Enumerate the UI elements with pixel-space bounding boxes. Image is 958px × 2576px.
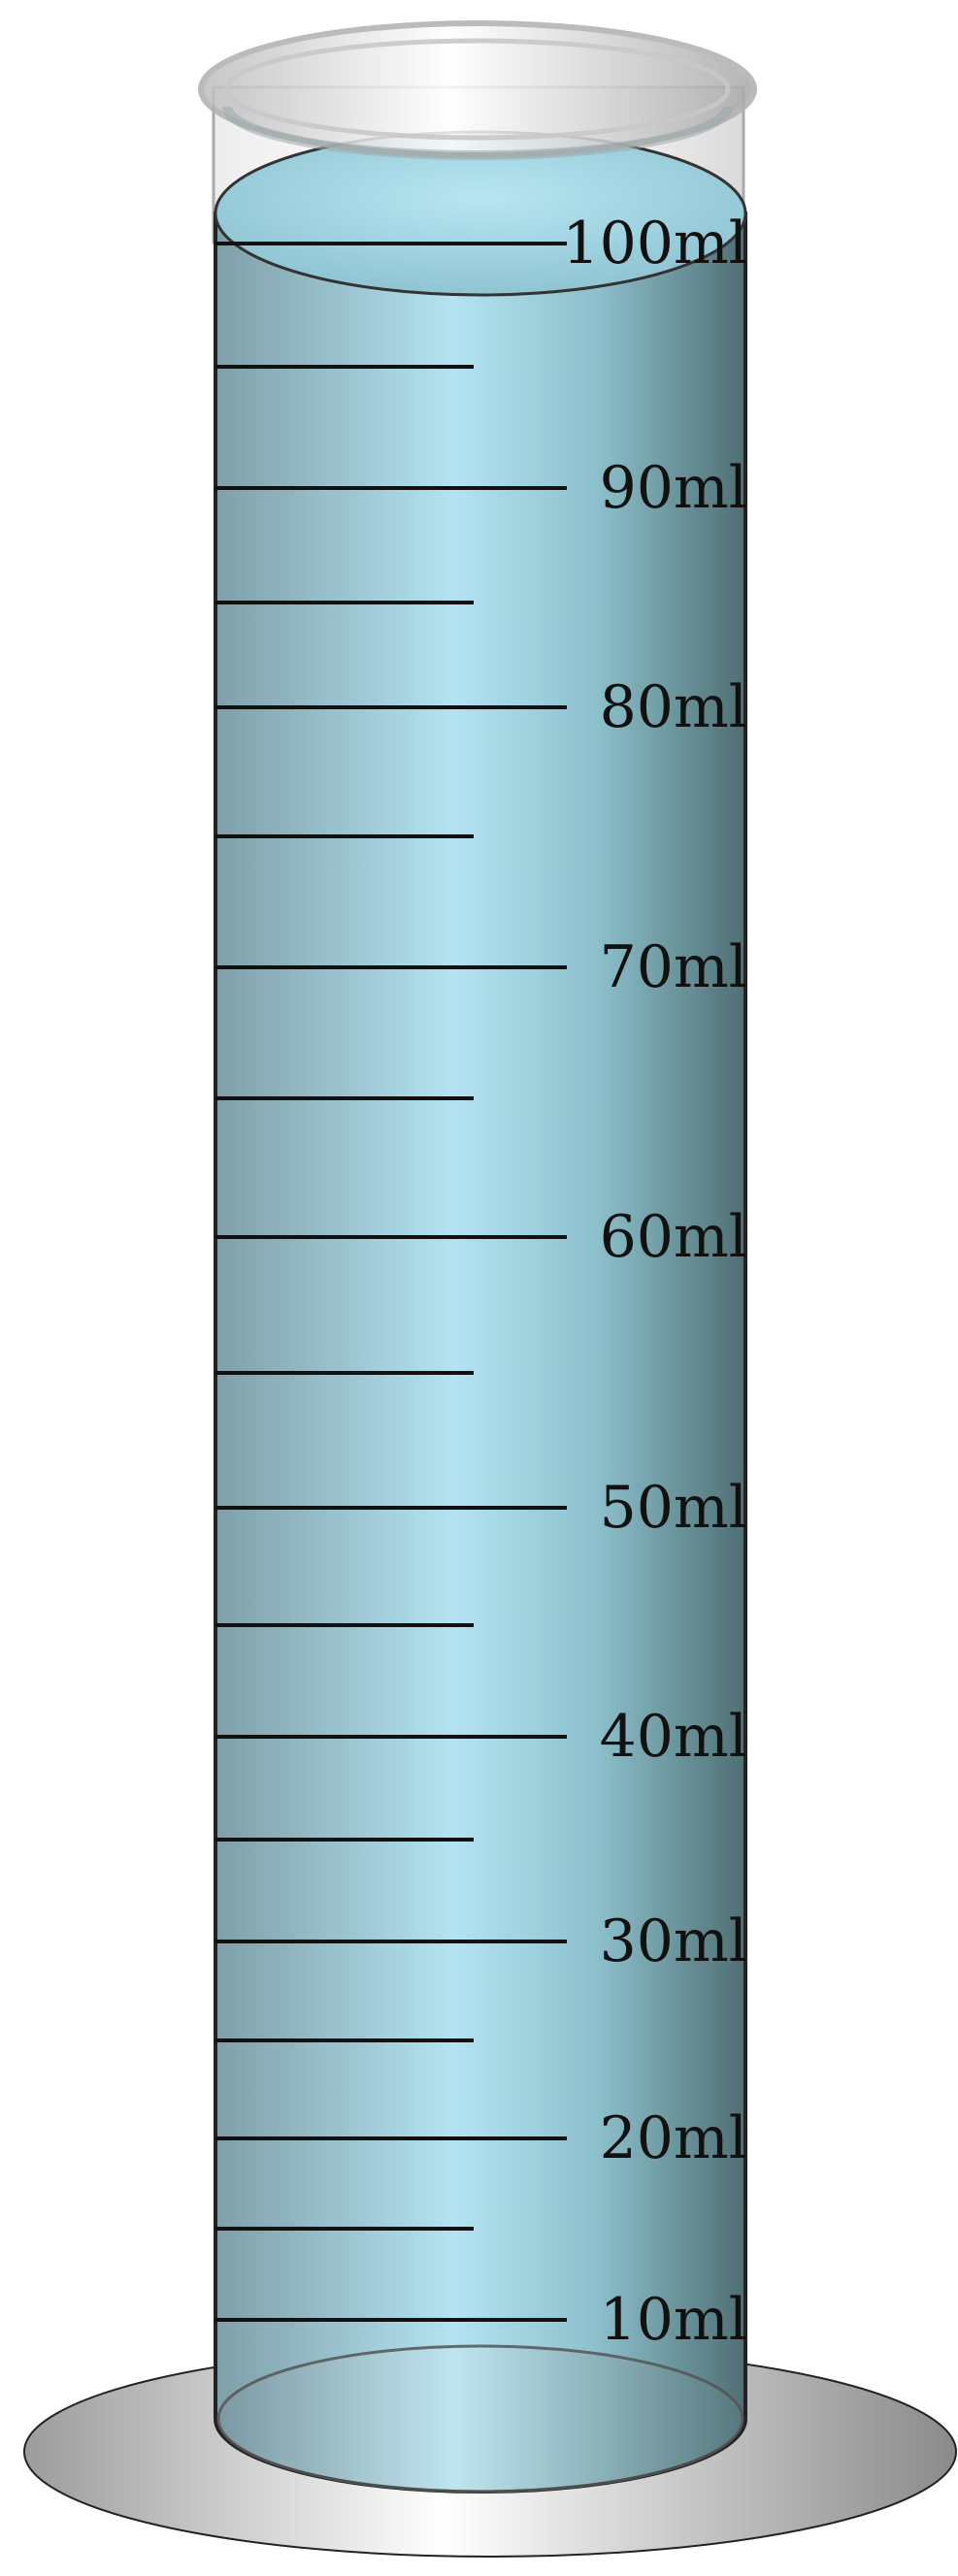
tick-label-40: 40ml	[600, 1703, 747, 1771]
tick-label-60: 60ml	[600, 1203, 747, 1271]
tick-label-70: 70ml	[600, 933, 747, 1001]
cylinder-rim-inner	[224, 38, 731, 141]
tick-label-80: 80ml	[600, 673, 747, 741]
rim-inner-shadow	[222, 106, 733, 160]
liquid-bottom-surface	[216, 2344, 744, 2494]
tick-label-20: 20ml	[600, 2104, 747, 2172]
tick-label-50: 50ml	[600, 1474, 747, 1542]
measurement-scale: 100ml 90ml 80ml 70ml 60ml 50ml 40ml 30ml 20ml 10m…	[215, 210, 747, 2354]
tick-label-10: 10ml	[600, 2286, 747, 2354]
tick-label-30: 30ml	[600, 1908, 747, 1975]
tick-label-100: 100ml	[562, 210, 747, 277]
tick-label-90: 90ml	[600, 454, 747, 522]
